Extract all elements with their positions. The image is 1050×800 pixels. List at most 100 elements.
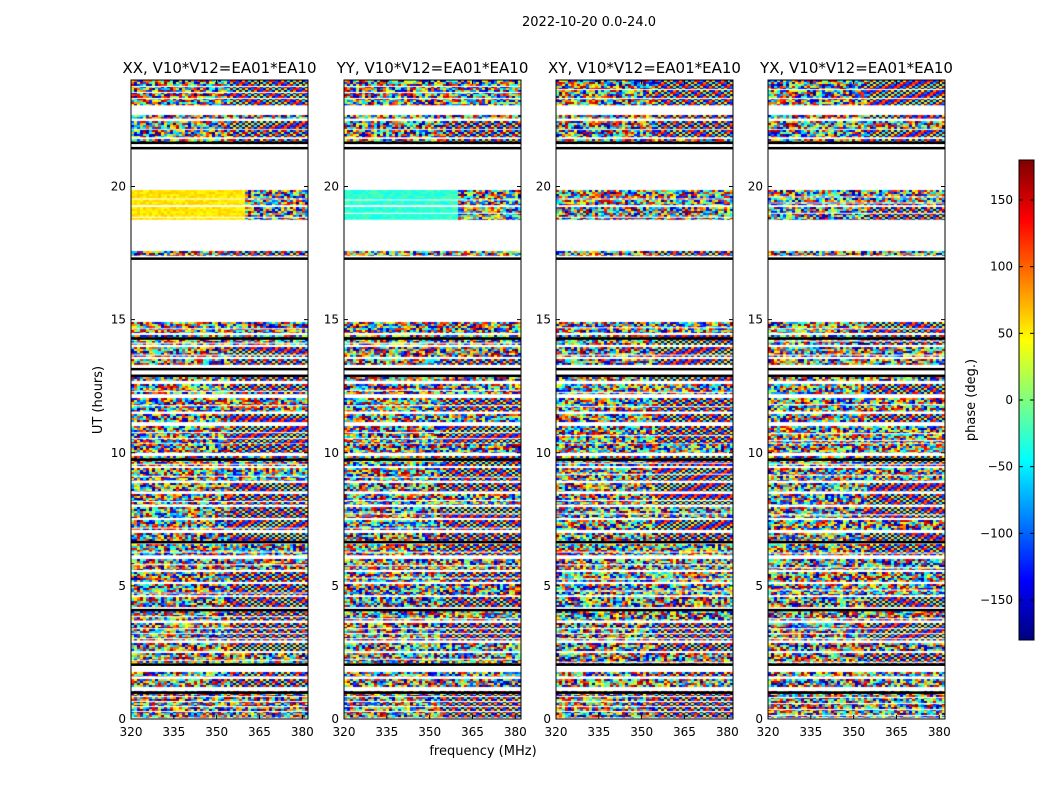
- phase-heatmap-image: [556, 80, 733, 719]
- y-tick-label: 15: [536, 313, 551, 327]
- y-tick-label: 10: [748, 446, 763, 460]
- y-tick-label: 20: [324, 180, 339, 194]
- x-tick-label: 365: [673, 725, 696, 739]
- flag-line: [131, 146, 308, 150]
- x-tick-label: 335: [799, 725, 822, 739]
- flag-line: [556, 458, 733, 461]
- flag-line: [556, 540, 733, 544]
- flag-line: [131, 691, 308, 694]
- y-tick-label: 0: [755, 712, 763, 726]
- colorbar-tick-label: −100: [980, 526, 1013, 540]
- x-axis-label: frequency (MHz): [429, 744, 536, 759]
- flag-line: [768, 540, 945, 544]
- y-tick-label: 5: [331, 579, 339, 593]
- panel-2: XY, V10*V12=EA01*EA10 320 335 350 365 380 0 5 10…: [536, 59, 741, 739]
- x-tick-label: 320: [757, 725, 780, 739]
- flag-line: [556, 141, 733, 145]
- flag-line: [131, 257, 308, 260]
- y-tick-label: 0: [331, 712, 339, 726]
- flag-line: [556, 146, 733, 150]
- panel-0: XX, V10*V12=EA01*EA10 320 335 350 365 380 0 5 10…: [111, 59, 317, 739]
- panel-3: YX, V10*V12=EA01*EA10 320 335 350 365 380 0 5 10…: [748, 59, 953, 739]
- panel-1: YY, V10*V12=EA01*EA10 320 335 350 365 380 0 5 10…: [324, 59, 529, 739]
- flag-line: [556, 663, 733, 666]
- y-tick-label: 0: [543, 712, 551, 726]
- y-tick-label: 0: [118, 712, 126, 726]
- panel-frame: [767, 79, 946, 720]
- figure-title: 2022-10-20 0.0-24.0: [522, 15, 656, 30]
- flag-line: [131, 608, 308, 612]
- x-tick-label: 380: [504, 725, 527, 739]
- x-tick-label: 320: [545, 725, 568, 739]
- phase-heatmap-image: [131, 80, 308, 719]
- flag-line: [768, 146, 945, 150]
- flag-line: [556, 691, 733, 694]
- flag-line: [344, 540, 521, 544]
- phase-heatmap-image: [344, 80, 521, 719]
- y-tick-label: 10: [324, 446, 339, 460]
- y-axis-label: UT (hours): [91, 366, 106, 434]
- y-tick-label: 10: [111, 446, 126, 460]
- colorbar: 150 100 50 0 −50 −100 −150 phase (deg.): [964, 159, 1035, 641]
- flag-line: [556, 367, 733, 371]
- flag-line: [131, 458, 308, 461]
- y-tick-label: 20: [111, 180, 126, 194]
- x-tick-label: 350: [418, 725, 441, 739]
- x-tick-label: 320: [120, 725, 143, 739]
- panel-frame: [555, 79, 734, 720]
- flag-line: [768, 367, 945, 371]
- x-tick-label: 365: [885, 725, 908, 739]
- flag-line: [344, 141, 521, 145]
- phase-heatmap-image: [768, 80, 945, 719]
- colorbar-tick-label: −50: [988, 460, 1013, 474]
- x-tick-label: 335: [162, 725, 185, 739]
- flag-line: [344, 257, 521, 260]
- flag-line: [768, 141, 945, 145]
- x-tick-label: 335: [587, 725, 610, 739]
- flag-line: [131, 540, 308, 544]
- flag-line: [344, 691, 521, 694]
- colorbar-tick-label: 50: [998, 326, 1013, 340]
- panel-frame: [130, 79, 309, 720]
- flag-line: [768, 608, 945, 612]
- flag-line: [768, 458, 945, 461]
- y-tick-label: 20: [536, 180, 551, 194]
- flag-line: [131, 141, 308, 145]
- x-tick-label: 320: [333, 725, 356, 739]
- flag-line: [344, 367, 521, 371]
- panel-frame: [343, 79, 522, 720]
- panels-layer: XX, V10*V12=EA01*EA10 320 335 350 365 380 0 5 10…: [111, 59, 953, 739]
- panel-title: YY, V10*V12=EA01*EA10: [336, 59, 529, 77]
- colorbar-tick-label: 100: [990, 260, 1013, 274]
- flag-line: [556, 337, 733, 340]
- flag-line: [344, 337, 521, 340]
- y-tick-label: 15: [324, 313, 339, 327]
- flag-line: [131, 337, 308, 340]
- x-tick-label: 380: [291, 725, 314, 739]
- x-tick-label: 365: [461, 725, 484, 739]
- x-tick-label: 350: [205, 725, 228, 739]
- flag-line: [344, 663, 521, 666]
- x-tick-label: 350: [630, 725, 653, 739]
- flag-line: [344, 458, 521, 461]
- flag-line: [768, 257, 945, 260]
- x-tick-label: 365: [248, 725, 271, 739]
- flag-line: [768, 337, 945, 340]
- y-tick-label: 5: [755, 579, 763, 593]
- flag-line: [131, 367, 308, 371]
- colorbar-tick-label: 0: [1005, 393, 1013, 407]
- panel-title: YX, V10*V12=EA01*EA10: [759, 59, 953, 77]
- flag-line: [131, 663, 308, 666]
- y-tick-label: 20: [748, 180, 763, 194]
- x-tick-label: 380: [928, 725, 951, 739]
- flag-line: [344, 146, 521, 150]
- flag-line: [344, 374, 521, 378]
- y-tick-label: 15: [748, 313, 763, 327]
- y-tick-label: 5: [543, 579, 551, 593]
- flag-line: [131, 374, 308, 378]
- flag-line: [768, 663, 945, 666]
- flag-line: [344, 608, 521, 612]
- flag-line: [556, 374, 733, 378]
- flag-line: [556, 257, 733, 260]
